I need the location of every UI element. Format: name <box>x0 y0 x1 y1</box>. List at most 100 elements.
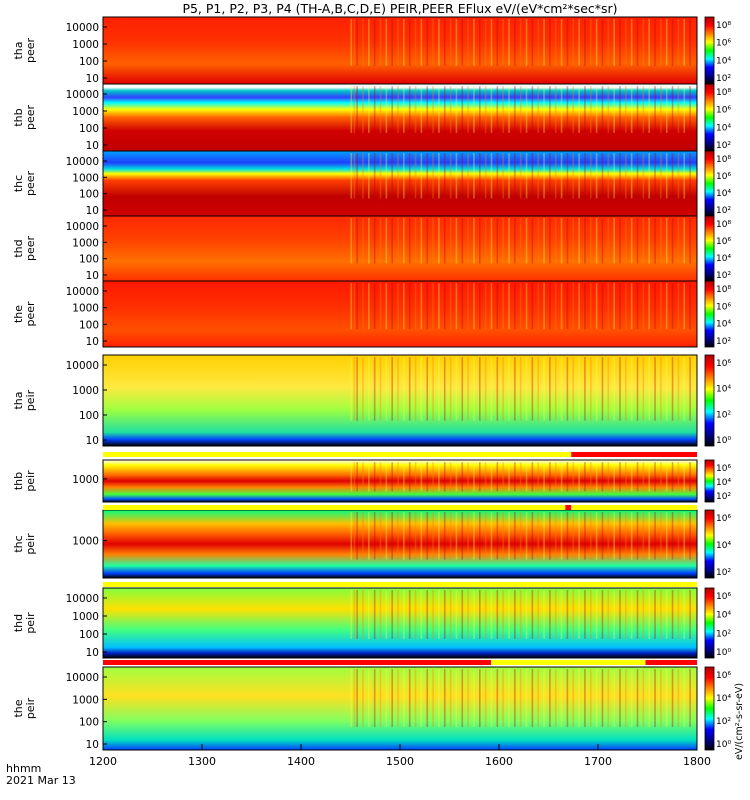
spectrogram-texture <box>350 590 691 639</box>
colorbar <box>704 509 715 579</box>
colorbar <box>704 587 715 659</box>
colorbar-tick-label: 10⁶ <box>716 671 731 681</box>
y-tick-label: 10000 <box>66 672 99 684</box>
x-axis-label: hhmm <box>6 762 41 775</box>
panel-thb-peer: thbpeer 10000 1000 100 10 10⁸ 10⁶ 10⁴ 10² <box>12 83 731 152</box>
y-tick-label: 10 <box>86 435 99 447</box>
colorbar-tick-label: 10² <box>716 492 731 502</box>
colorbar-tick-label: 10⁴ <box>716 254 731 264</box>
mode-bar-segment <box>571 505 697 510</box>
y-tick-label: 10 <box>86 739 99 751</box>
x-tick-label: 1700 <box>584 755 612 768</box>
y-tick-label: 1000 <box>72 172 99 184</box>
y-tick-label: 100 <box>79 123 99 135</box>
spectrogram-texture <box>350 153 691 199</box>
mode-bar-segment <box>571 452 697 457</box>
y-tick-label: 10000 <box>66 221 99 233</box>
panel-thb-peir: thbpeir 1000 10⁶ 10⁴ 10² <box>12 459 731 503</box>
colorbar-tick-label: 10² <box>716 629 731 639</box>
mode-bar-segment <box>103 452 572 457</box>
colorbar-tick-label: 10⁸ <box>716 220 731 230</box>
panel-thd-peir: thdpeir 10000 1000 100 10 10⁶ 10⁴ 10² 10⁰ <box>12 587 731 659</box>
y-tick-label: 1000 <box>72 303 99 315</box>
y-tick-label: 1000 <box>72 237 99 249</box>
panel-group: thapeer1000010001001010⁸10⁶10⁴10²thbpeer… <box>12 16 731 751</box>
colorbar-tick-label: 10⁴ <box>716 56 731 66</box>
spectrogram-texture <box>350 357 691 421</box>
x-tick-label: 1500 <box>386 755 414 768</box>
colorbar <box>704 666 715 751</box>
colorbar-tick-label: 10⁴ <box>716 478 731 488</box>
colorbar-tick-label: 10² <box>716 410 731 420</box>
spectrogram-image <box>103 281 697 347</box>
colorbar-tick-label: 10⁴ <box>716 189 731 199</box>
panel-label-thd-peir: thdpeir <box>12 612 37 634</box>
spectrogram-image <box>103 510 697 578</box>
colorbar-tick-label: 10² <box>716 74 731 84</box>
x-axis: 1200 1300 1400 1500 1600 1700 1800 <box>89 744 711 768</box>
y-tick-label: 100 <box>79 56 99 68</box>
colorbar <box>704 215 715 282</box>
y-tick-label: 1000 <box>72 39 99 51</box>
y-tick-label: 10000 <box>66 286 99 298</box>
mode-bar-segment <box>103 505 566 510</box>
panel-label-thb-peer: thbpeer <box>12 105 37 131</box>
y-tick-label: 100 <box>79 254 99 266</box>
spectrogram-texture <box>350 86 691 133</box>
colorbar-tick-label: 10⁰ <box>716 436 731 446</box>
y-tick-label: 10000 <box>66 360 99 372</box>
colorbar <box>704 280 715 348</box>
colorbar-tick-label: 10⁶ <box>716 106 731 116</box>
panel-frame <box>102 459 698 503</box>
panel-thc-peir: thcpeir 1000 10⁶ 10⁴ 10² <box>12 509 731 579</box>
y-tick-label: 10000 <box>66 156 99 168</box>
spectrogram-texture <box>350 218 691 264</box>
mode-bar-group <box>103 452 697 665</box>
colorbar-tick-label: 10⁰ <box>716 648 731 658</box>
colorbar <box>704 354 715 447</box>
panel-label-thc-peer: thcpeer <box>12 171 37 197</box>
colorbar-tick-label: 10⁶ <box>716 464 731 474</box>
panel-label-the-peer: thepeer <box>12 301 37 327</box>
y-tick-label: 10 <box>86 647 99 659</box>
x-tick-label: 1400 <box>287 755 315 768</box>
x-tick-label: 1200 <box>89 755 117 768</box>
y-tick-label: 1000 <box>72 474 99 486</box>
y-tick-label: 1000 <box>72 106 99 118</box>
panel-label-thd-peer: thdpeer <box>12 236 37 262</box>
y-tick-label: 1000 <box>72 385 99 397</box>
y-tick-label: 10 <box>86 140 99 152</box>
x-tick-label: 1800 <box>683 755 711 768</box>
spectrogram-texture <box>350 462 691 492</box>
y-tick-label: 100 <box>79 717 99 729</box>
panel-thc-peer: thcpeer 10000 1000 100 10 10⁸ 10⁶ 10⁴ 10² <box>12 150 731 217</box>
y-tick-label: 100 <box>79 410 99 422</box>
colorbar-tick-label: 10² <box>716 717 731 727</box>
colorbar-tick-label: 10⁶ <box>716 237 731 247</box>
colorbar-tick-label: 10² <box>716 337 731 347</box>
colorbar-tick-label: 10⁸ <box>716 88 731 98</box>
y-tick-label: 10 <box>86 270 99 282</box>
colorbar-tick-label: 10⁶ <box>716 514 731 524</box>
colorbar-tick-label: 10⁴ <box>716 611 731 621</box>
colorbar <box>704 16 715 85</box>
spectrogram-image <box>103 84 697 151</box>
colorbar-tick-label: 10⁰ <box>716 740 731 750</box>
panel-label-thb-peir: thbpeir <box>12 470 37 492</box>
colorbar <box>704 83 715 152</box>
colorbar-tick-label: 10⁸ <box>716 21 731 31</box>
colorbar-tick-label: 10⁶ <box>716 302 731 312</box>
mode-bar-segment <box>103 660 492 665</box>
colorbar-tick-label: 10² <box>716 206 731 216</box>
y-tick-label: 1000 <box>72 694 99 706</box>
spectrogram-image <box>103 667 697 750</box>
panel-frame <box>102 354 698 447</box>
panel-frame <box>102 587 698 659</box>
date-label: 2021 Mar 13 <box>6 774 76 787</box>
colorbar-tick-label: 10⁴ <box>716 694 731 704</box>
colorbar-tick-label: 10⁸ <box>716 285 731 295</box>
colorbar-tick-label: 10⁴ <box>716 320 731 330</box>
colorbar-tick-label: 10⁴ <box>716 123 731 133</box>
y-tick-label: 100 <box>79 629 99 641</box>
spectrogram-image <box>103 216 697 281</box>
